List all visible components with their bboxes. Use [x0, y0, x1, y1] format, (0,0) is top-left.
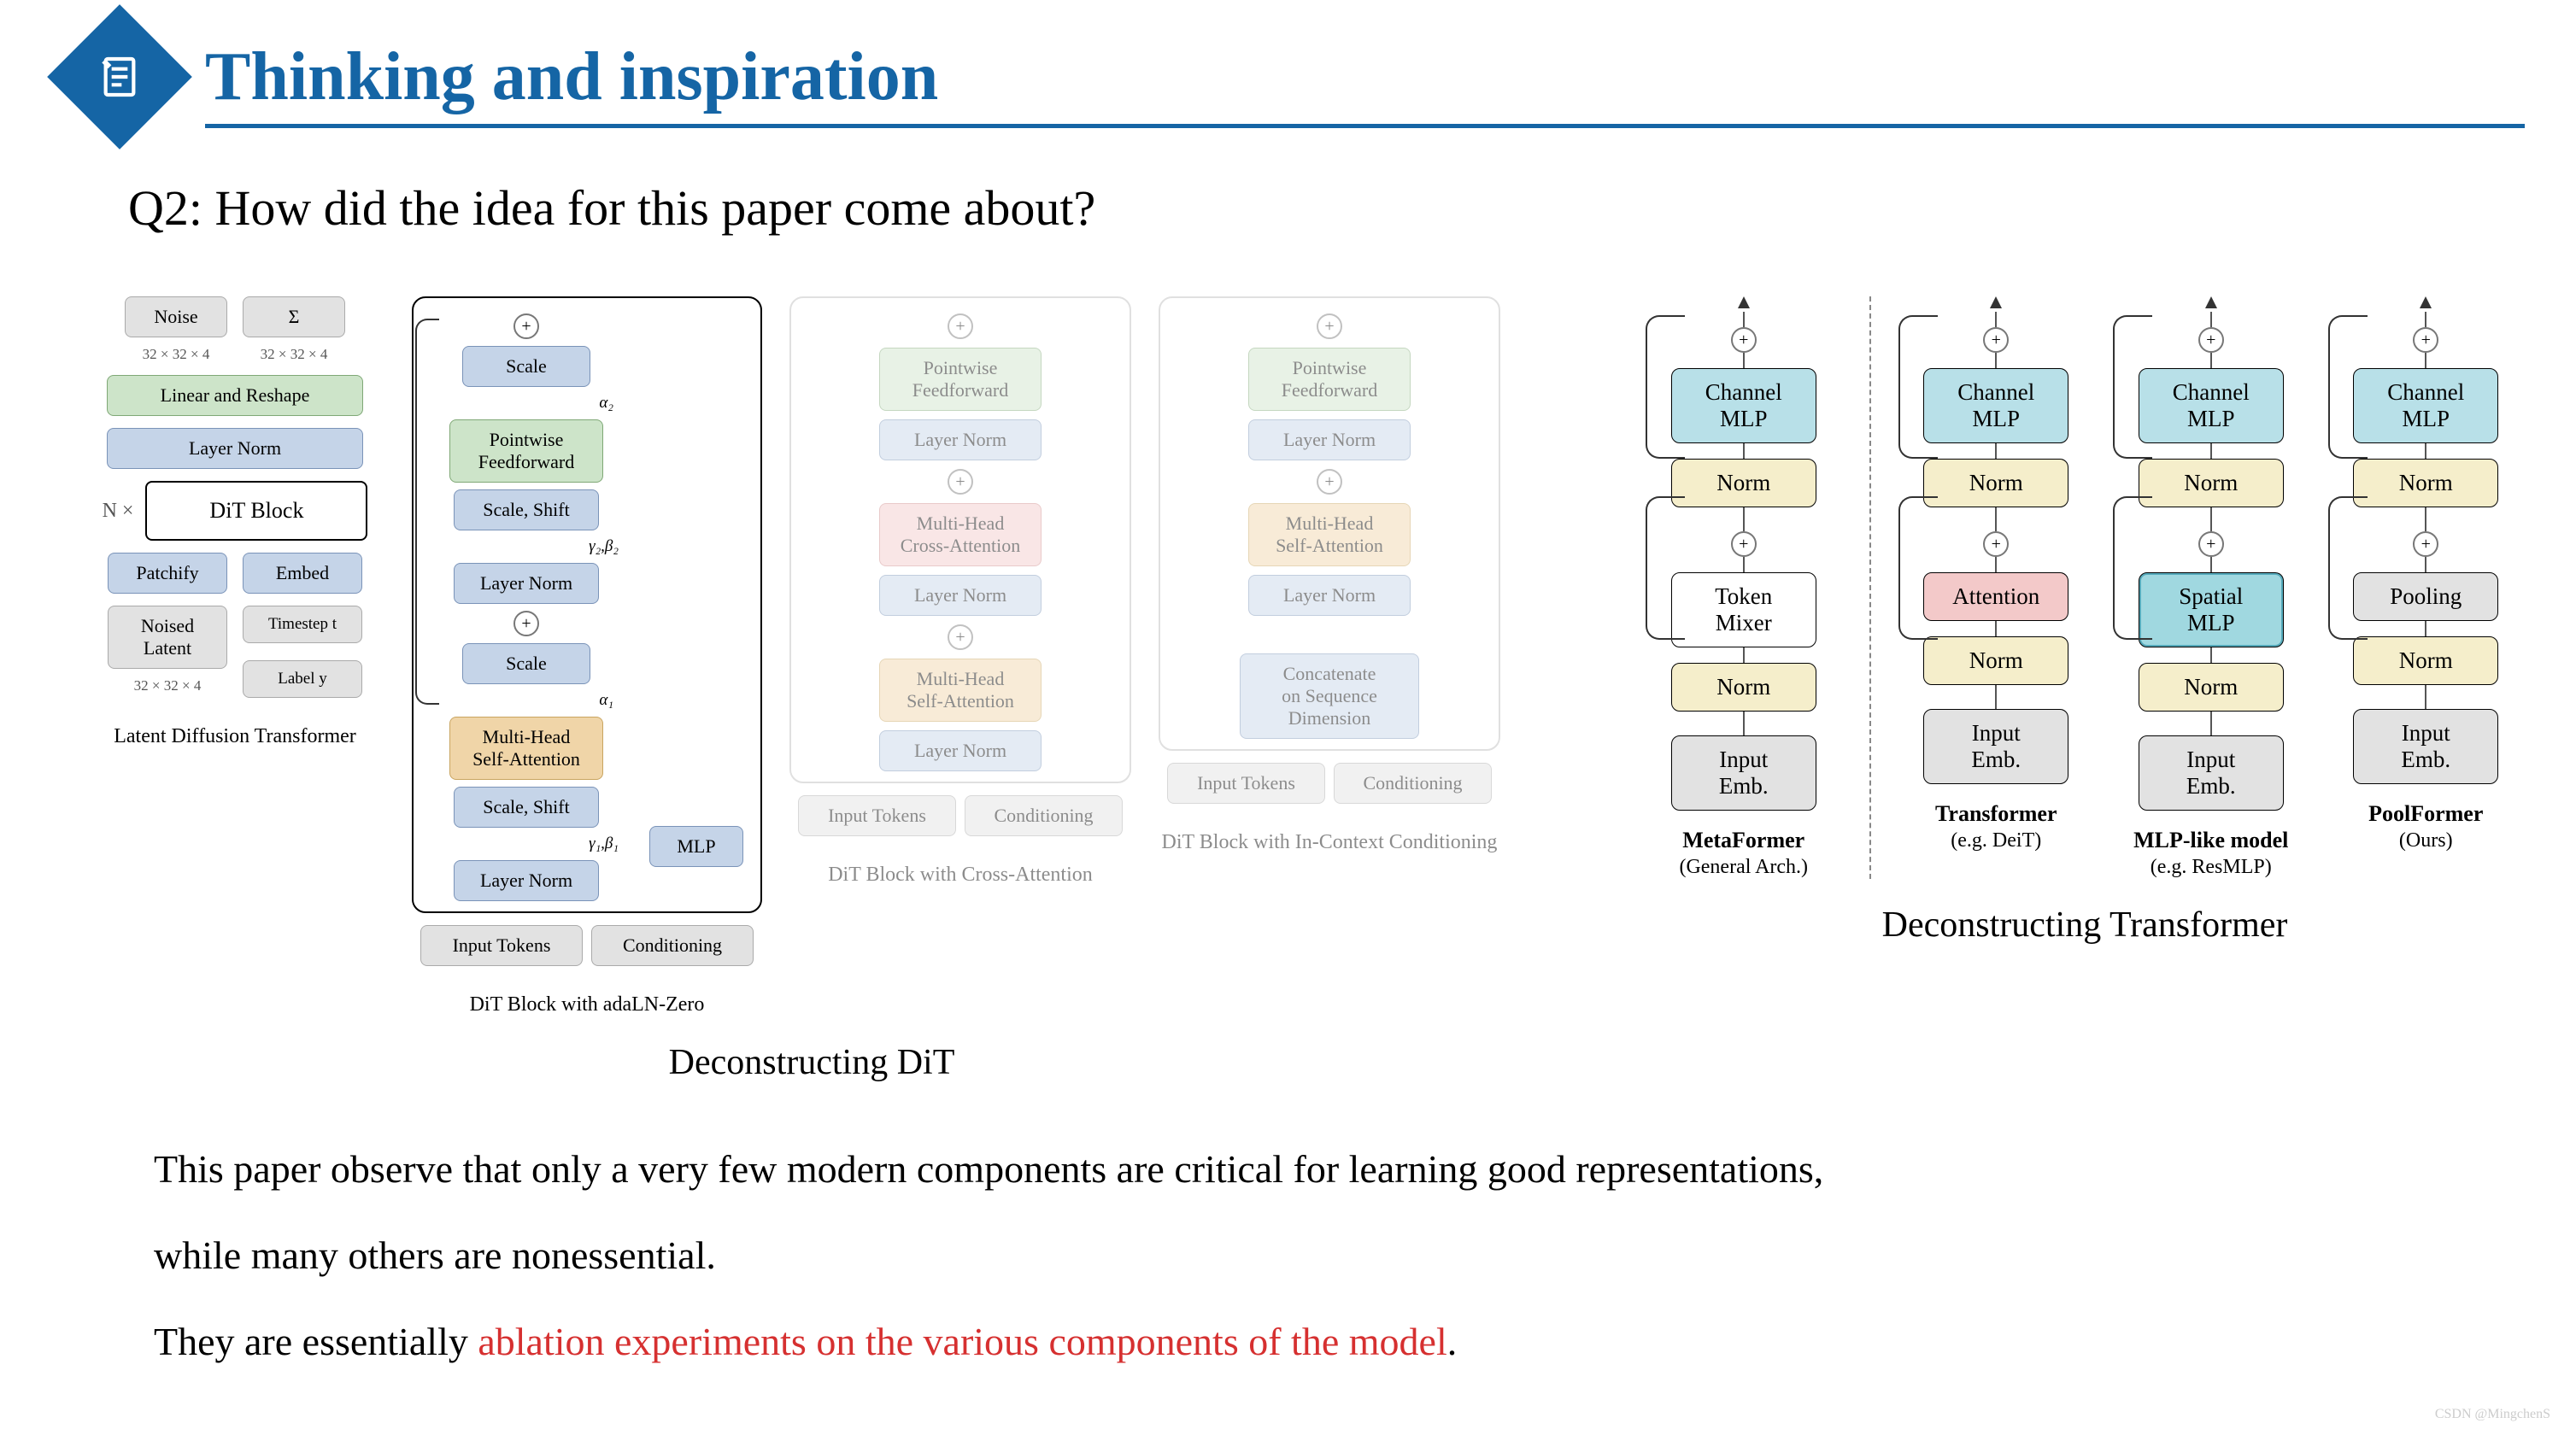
alpha1: α₁ — [599, 691, 613, 710]
question-text: Q2: How did the idea for this paper come… — [128, 179, 2525, 237]
add-icon: + — [1983, 531, 2009, 557]
body-p2: while many others are nonessential. — [154, 1233, 716, 1277]
add-icon: + — [1731, 327, 1757, 353]
input-tokens: Input Tokens — [420, 925, 583, 966]
add-icon: + — [2198, 531, 2224, 557]
adaln-column: + Scale α₂ Pointwise Feedforward Scale, … — [403, 296, 771, 1016]
timestep: Timestep t — [243, 606, 362, 643]
watermark: CSDN @MingchenS — [2435, 1407, 2550, 1422]
ldt-label: Latent Diffusion Transformer — [114, 725, 356, 748]
ldt-column: Noise 32 × 32 × 4 Σ 32 × 32 × 4 Linear a… — [77, 296, 393, 748]
input-emb: Input Emb. — [2353, 709, 2498, 784]
norm-box: Norm — [1923, 459, 2068, 507]
mf-col-2: + Channel MLP Norm + Spatial MLP Norm Input Em… — [2116, 296, 2306, 879]
g2b2: γ₂,β₂ — [589, 537, 619, 556]
patchify: Patchify — [108, 553, 227, 594]
ln2: Layer Norm — [454, 563, 599, 604]
channel-mlp: Channel MLP — [1923, 368, 2068, 443]
norm-box: Norm — [1671, 459, 1816, 507]
scale1: Scale — [462, 643, 590, 684]
mixer-box: Spatial MLP — [2139, 572, 2284, 647]
mixer-box: Attention — [1923, 572, 2068, 621]
mf-col-0: + Channel MLP Norm + Token Mixer Norm Input Em… — [1649, 296, 1839, 879]
add-icon-2: + — [513, 611, 539, 636]
slide-title: Thinking and inspiration — [205, 38, 938, 116]
input-emb: Input Emb. — [1671, 735, 1816, 811]
incontext-column: + Pointwise Feedforward Layer Norm + Mul… — [1150, 296, 1509, 854]
caption-right: Deconstructing Transformer — [1649, 905, 2520, 946]
norm-box: Norm — [1671, 663, 1816, 712]
body-p1: This paper observe that only a very few … — [154, 1147, 1823, 1191]
add-icon: + — [1731, 531, 1757, 557]
add-icon: + — [1983, 327, 2009, 353]
add-icon: + — [513, 313, 539, 339]
body-text: This paper observe that only a very few … — [154, 1126, 2422, 1385]
cross-column: + Pointwise Feedforward Layer Norm + Mul… — [781, 296, 1140, 887]
slide-header: Thinking and inspiration — [51, 26, 2525, 128]
figure-dit: Noise 32 × 32 × 4 Σ 32 × 32 × 4 Linear a… — [77, 296, 1546, 1083]
body-p3b: ablation experiments on the various comp… — [478, 1320, 1446, 1363]
norm-box: Norm — [2353, 459, 2498, 507]
mf-title: PoolFormer(Ours) — [2368, 801, 2483, 852]
add-icon: + — [2198, 327, 2224, 353]
sigma-box: Σ — [243, 296, 345, 337]
layernorm: Layer Norm — [107, 428, 363, 469]
norm-box: Norm — [2139, 663, 2284, 712]
adaln-label: DiT Block with adaLN-Zero — [470, 993, 705, 1016]
alpha2: α₂ — [599, 394, 613, 413]
mf-title: MLP-like model(e.g. ResMLP) — [2133, 828, 2288, 879]
noised-dim: 32 × 32 × 4 — [134, 677, 202, 694]
ln1: Layer Norm — [454, 860, 599, 901]
sigma-dim: 32 × 32 × 4 — [261, 346, 328, 363]
input-emb: Input Emb. — [2139, 735, 2284, 811]
conditioning: Conditioning — [591, 925, 754, 966]
mhsa: Multi-Head Self-Attention — [449, 717, 603, 780]
nx-label: N × — [103, 500, 134, 523]
mf-title: MetaFormer(General Arch.) — [1679, 828, 1808, 879]
input-emb: Input Emb. — [1923, 709, 2068, 784]
channel-mlp: Channel MLP — [2139, 368, 2284, 443]
figure-metaformer: + Channel MLP Norm + Token Mixer Norm Input Em… — [1649, 296, 2520, 946]
body-p3a: They are essentially — [154, 1320, 478, 1363]
noise-box: Noise — [125, 296, 227, 337]
add-icon: + — [2413, 327, 2438, 353]
noised-latent: Noised Latent — [108, 606, 227, 669]
dit-block: DiT Block — [145, 481, 367, 541]
body-p3c: . — [1447, 1320, 1458, 1363]
channel-mlp: Channel MLP — [1671, 368, 1816, 443]
embed: Embed — [243, 553, 362, 594]
scaleshift1: Scale, Shift — [454, 787, 599, 828]
norm-box: Norm — [1923, 636, 2068, 685]
mf-title: Transformer(e.g. DeiT) — [1935, 801, 2057, 852]
g1b1: γ₁,β₁ — [589, 835, 619, 853]
norm-box: Norm — [2353, 636, 2498, 685]
norm-box: Norm — [2139, 459, 2284, 507]
document-icon — [47, 4, 192, 149]
scaleshift2: Scale, Shift — [454, 489, 599, 530]
channel-mlp: Channel MLP — [2353, 368, 2498, 443]
pw-ff: Pointwise Feedforward — [449, 419, 603, 483]
add-icon: + — [2413, 531, 2438, 557]
mf-col-3: + Channel MLP Norm + Pooling Norm Input Emb. Po… — [2332, 296, 2521, 852]
mixer-box: Token Mixer — [1671, 572, 1816, 647]
caption-left: Deconstructing DiT — [77, 1042, 1546, 1083]
scale2: Scale — [462, 346, 590, 387]
label-y: Label y — [243, 660, 362, 698]
mf-col-1: + Channel MLP Norm + Attention Norm Input Emb.… — [1902, 296, 2092, 852]
noise-dim: 32 × 32 × 4 — [143, 346, 210, 363]
figures-row: Noise 32 × 32 × 4 Σ 32 × 32 × 4 Linear a… — [77, 296, 2525, 1083]
mixer-box: Pooling — [2353, 572, 2498, 621]
linear-reshape: Linear and Reshape — [107, 375, 363, 416]
title-rule — [205, 124, 2525, 128]
mlp: MLP — [649, 826, 743, 867]
